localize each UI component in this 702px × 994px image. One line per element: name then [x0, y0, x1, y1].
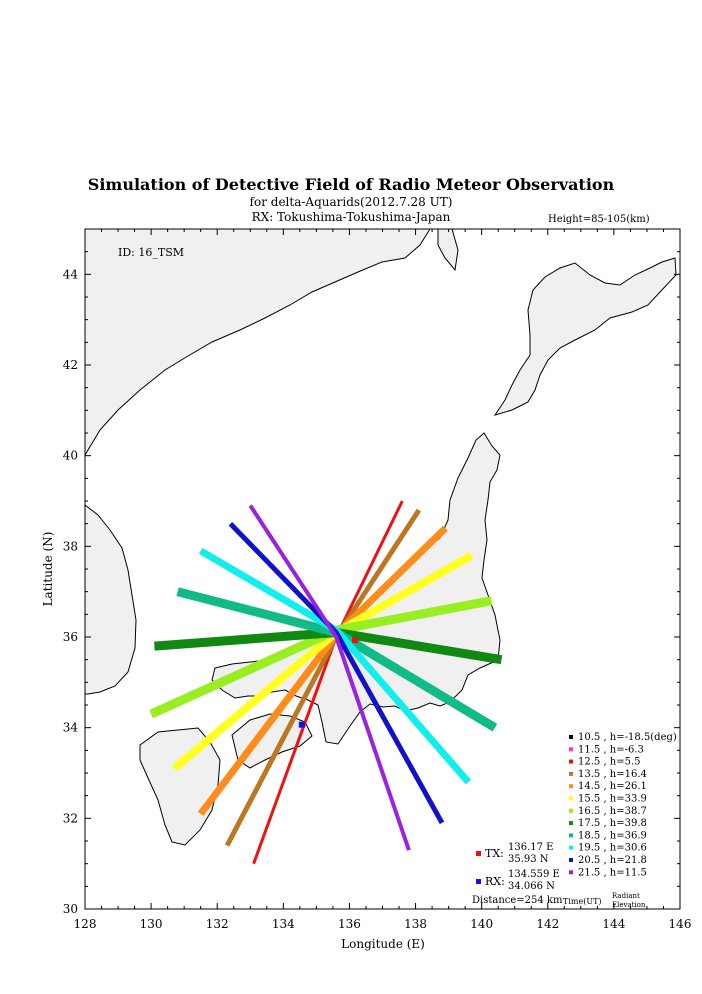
legend-entry: 14.5 , h=26.1 [578, 781, 647, 792]
legend: 10.5 , h=-18.5(deg)11.5 , h=-6.3 12.5 , h… [569, 732, 677, 878]
tx-label: TX: [485, 847, 504, 860]
legend-swatch [569, 796, 573, 801]
legend-time-label: Time(UT) [563, 897, 602, 906]
x-tick-label: 138 [404, 917, 427, 931]
legend-entry: 16.5 , h=38.7 [578, 806, 647, 817]
land-masses [85, 229, 677, 846]
x-tick-label: 136 [338, 917, 361, 931]
legend-swatch [569, 870, 573, 875]
x-tick-label: 134 [272, 917, 295, 931]
y-tick-label: 40 [63, 449, 78, 463]
legend-entry: 10.5 , h=-18.5(deg) [578, 732, 677, 743]
legend-swatch [569, 784, 573, 789]
x-tick-label: 144 [602, 917, 625, 931]
axis-ticks [84, 228, 681, 910]
x-tick-labels: 128 130 132 134 136 138 140 142 144 146 [74, 917, 692, 931]
station-rx [298, 721, 305, 728]
y-tick-label: 38 [63, 539, 78, 553]
x-tick-label: 128 [74, 917, 97, 931]
rx-lat: 34.066 N [508, 881, 555, 892]
map-id-label: ID: 16_TSM [118, 246, 184, 259]
legend-swatch [569, 833, 573, 838]
kyushu-island [139, 727, 221, 846]
rx-label: RX: [485, 875, 505, 888]
legend-entry: 18.5 , h=36.9 [578, 830, 647, 841]
legend-entry: 19.5 , h=30.6 [578, 843, 647, 854]
x-tick-label: 146 [669, 917, 692, 931]
meteor-series [149, 500, 503, 865]
tx-marker [476, 851, 481, 856]
x-tick-label: 140 [470, 917, 493, 931]
legend-swatch [569, 808, 573, 813]
rx-lon: 134.559 E [508, 869, 560, 880]
tx-lat: 35.93 N [508, 854, 549, 865]
shikoku-island [231, 713, 313, 769]
stations [298, 637, 359, 728]
hokkaido-island [493, 257, 677, 416]
legend-swatch [569, 759, 573, 764]
y-tick-label: 32 [63, 811, 78, 825]
y-tick-label: 44 [63, 267, 79, 281]
station-info: TX: 136.17 E 35.93 N RX: 134.559 E 34.06… [472, 842, 563, 906]
legend-swatch [569, 771, 573, 776]
rx-marker [476, 879, 481, 884]
y-tick-label: 30 [63, 902, 78, 916]
station-tx [352, 637, 359, 644]
legend-entry: 21.5 , h=11.5 [578, 867, 647, 878]
legend-swatch [569, 858, 573, 862]
legend-entry: 15.5 , h=33.9 [578, 794, 647, 805]
y-tick-label: 42 [63, 358, 78, 372]
tx-lon: 136.17 E [508, 842, 553, 853]
legend-swatch [569, 747, 573, 752]
chart-subtitle: for delta-Aquarids(2012.7.28 UT) [249, 195, 453, 209]
distance: Distance=254 km [472, 895, 563, 906]
legend-radiant-label: Radiant [612, 892, 640, 900]
x-tick-label: 132 [206, 917, 229, 931]
y-tick-label: 36 [63, 630, 78, 644]
y-tick-labels: 30 32 34 36 38 40 42 44 [63, 267, 79, 916]
y-tick-label: 34 [63, 721, 79, 735]
meteor-track-10 [228, 521, 445, 825]
legend-swatch [569, 735, 573, 739]
height-range: Height=85-105(km) [548, 214, 650, 225]
legend-swatch [569, 845, 573, 850]
legend-entry: 12.5 , h=5.5 [578, 757, 641, 768]
x-axis-label: Longitude (E) [341, 937, 425, 951]
meteor-track-11 [248, 504, 411, 851]
legend-elevation-label: Elevation [612, 901, 646, 909]
asia-mainland [85, 229, 431, 456]
korea-peninsula [85, 504, 137, 695]
x-tick-label: 142 [536, 917, 559, 931]
legend-entry: 20.5 , h=21.8 [578, 855, 647, 866]
sakhalin-island [437, 229, 459, 272]
legend-entry: 11.5 , h=-6.3 [578, 744, 644, 755]
y-axis-label: Latitude (N) [41, 532, 55, 607]
legend-entry: 17.5 , h=39.8 [578, 818, 647, 829]
legend-swatch [569, 821, 573, 826]
chart-title: Simulation of Detective Field of Radio M… [87, 175, 615, 194]
rx-location: RX: Tokushima-Tokushima-Japan [251, 210, 451, 224]
legend-entry: 13.5 , h=16.4 [578, 769, 647, 780]
x-tick-label: 130 [140, 917, 163, 931]
